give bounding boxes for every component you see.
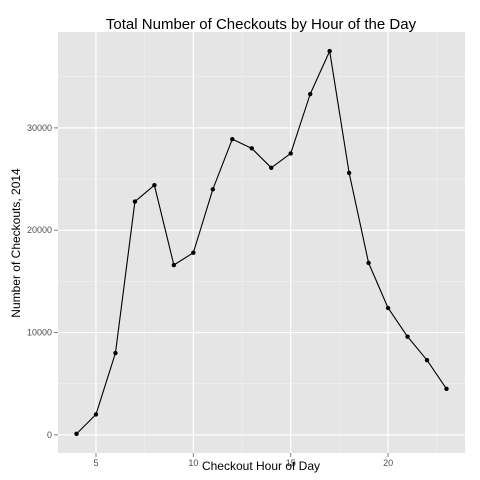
axis-ticks: 5 10 15 20 0 10000 20000 30000 — [27, 123, 393, 468]
plot-panel — [58, 32, 465, 453]
data-point — [113, 350, 118, 356]
chart-title: Total Number of Checkouts by Hour of the… — [106, 16, 417, 33]
data-point — [93, 412, 99, 417]
data-point — [132, 199, 138, 204]
x-tick-label: 15 — [286, 458, 296, 468]
x-axis-label: Checkout Hour of Day — [202, 459, 320, 473]
data-point — [444, 386, 449, 392]
data-point — [288, 151, 293, 156]
y-tick-label: 10000 — [27, 328, 52, 338]
series-points-group — [74, 48, 449, 437]
data-point — [230, 136, 235, 142]
y-tick-label: 0 — [47, 430, 52, 440]
data-point — [152, 182, 157, 188]
y-tick-label: 30000 — [27, 123, 52, 133]
data-point — [385, 305, 391, 311]
data-point — [269, 165, 274, 170]
x-tick-label: 20 — [383, 458, 393, 468]
data-point — [327, 48, 332, 54]
data-point — [210, 187, 216, 192]
data-point — [171, 262, 177, 268]
data-point — [74, 431, 79, 437]
x-tick-label: 10 — [188, 458, 198, 468]
y-axis-label: Number of Checkouts, 2014 — [9, 168, 23, 318]
minor-gridlines — [58, 32, 465, 453]
series-line — [76, 50, 447, 435]
data-point — [366, 260, 371, 266]
data-point — [424, 357, 430, 363]
x-tick-label: 5 — [93, 458, 98, 468]
data-point — [191, 250, 196, 255]
y-tick-label: 20000 — [27, 225, 52, 235]
data-point — [346, 170, 352, 176]
major-gridlines — [58, 32, 465, 453]
series-line-group — [76, 50, 447, 435]
data-point — [249, 146, 254, 151]
data-point — [405, 334, 410, 339]
data-point — [307, 91, 313, 97]
